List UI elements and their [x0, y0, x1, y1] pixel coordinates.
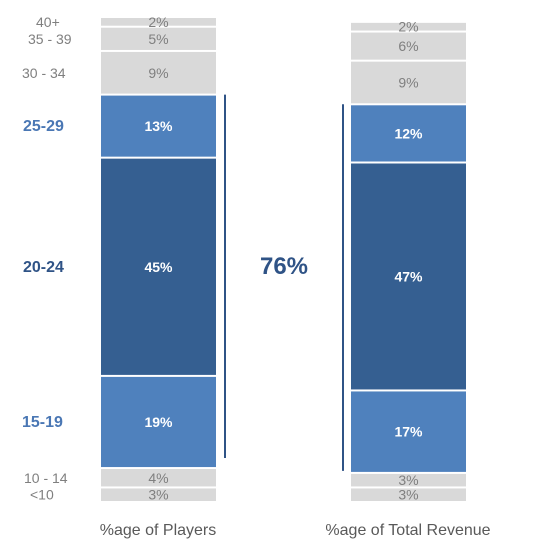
- bar-segment: [351, 61, 466, 104]
- age-group-label: 10 - 14: [24, 470, 68, 486]
- data-label: 45%: [144, 259, 173, 275]
- bar-segment: [101, 376, 216, 468]
- bar-segment: [351, 105, 466, 162]
- age-group-label: 35 - 39: [28, 31, 72, 47]
- age-group-label: 25-29: [23, 118, 64, 135]
- data-label: 12%: [394, 125, 423, 141]
- bar-segment: [101, 51, 216, 94]
- bar-segment: [101, 27, 216, 50]
- data-label: 5%: [148, 31, 168, 47]
- combined-share-callout: 76%: [260, 253, 308, 280]
- data-label: 4%: [148, 470, 168, 486]
- data-label: 19%: [144, 414, 173, 430]
- bar-segment: [101, 18, 216, 26]
- bar-segment: [351, 163, 466, 390]
- data-label: 2%: [398, 19, 418, 35]
- category-label-revenue: %age of Total Revenue: [325, 522, 490, 539]
- bar-segment: [351, 391, 466, 472]
- bar-segment: [351, 473, 466, 487]
- bar-segment: [101, 95, 216, 157]
- data-label: 2%: [148, 14, 168, 30]
- data-label: 3%: [398, 472, 418, 488]
- bar-segment: [351, 22, 466, 31]
- bar-segment: [351, 488, 466, 501]
- bar-segment: [101, 469, 216, 487]
- data-label: 47%: [394, 268, 423, 284]
- age-group-label: <10: [30, 487, 54, 503]
- data-label: 13%: [144, 118, 173, 134]
- data-label: 9%: [398, 74, 418, 90]
- bar-segment: [351, 32, 466, 60]
- age-group-label: 30 - 34: [22, 65, 66, 81]
- age-group-label: 15-19: [22, 414, 63, 431]
- bar-segment: [101, 488, 216, 501]
- data-label: 6%: [398, 38, 418, 54]
- category-label-players: %age of Players: [100, 522, 217, 539]
- data-label: 3%: [398, 487, 418, 503]
- age-group-label: 20-24: [23, 259, 64, 276]
- data-label: 17%: [394, 424, 423, 440]
- data-label: 9%: [148, 65, 168, 81]
- age-group-label: 40+: [36, 14, 60, 30]
- data-label: 3%: [148, 487, 168, 503]
- bar-segment: [101, 158, 216, 375]
